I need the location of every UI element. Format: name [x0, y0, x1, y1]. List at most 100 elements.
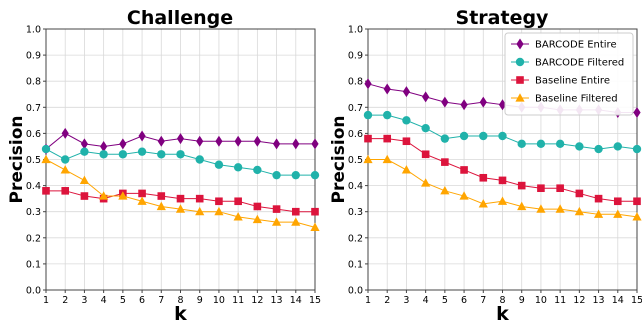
y-tick-label: 1.0: [348, 25, 363, 36]
data-point: [234, 197, 242, 206]
x-tick-label: 10: [535, 295, 547, 306]
legend-box: [504, 32, 634, 116]
y-tick-label: 0.1: [26, 259, 41, 270]
series-barcode-filtered: [363, 110, 642, 154]
x-tick-label: 14: [612, 295, 624, 306]
data-point: [233, 163, 243, 172]
y-tick-label: 1.0: [26, 25, 41, 36]
data-point: [613, 197, 622, 206]
y-tick-label: 0.4: [26, 181, 41, 192]
data-point: [575, 189, 584, 198]
data-point: [41, 154, 51, 164]
data-point: [79, 175, 90, 184]
data-point: [594, 194, 603, 203]
data-point: [176, 194, 185, 203]
data-point: [364, 134, 372, 143]
data-point: [536, 139, 546, 149]
data-point: [613, 209, 623, 218]
data-point: [156, 201, 166, 211]
data-point: [61, 155, 70, 164]
data-point: [272, 205, 281, 213]
data-point: [478, 199, 488, 208]
data-point: [271, 217, 282, 226]
data-point: [176, 150, 185, 159]
data-point: [214, 206, 224, 216]
data-point: [99, 191, 109, 200]
y-tick-label: 0.9: [26, 51, 41, 62]
y-tick-label: 0.8: [26, 77, 41, 88]
data-point: [402, 137, 411, 146]
x-tick-label: 9: [197, 295, 203, 306]
data-point: [272, 138, 281, 150]
data-point: [80, 138, 89, 150]
data-point: [632, 212, 642, 221]
data-point: [517, 139, 526, 149]
legend-entry: Baseline Filtered: [511, 93, 618, 105]
data-point: [176, 133, 185, 145]
x-tick-label: 5: [442, 295, 448, 306]
series-baseline-filtered: [41, 154, 320, 231]
x-tick-label: 8: [177, 295, 183, 306]
data-point: [459, 131, 469, 141]
data-point: [517, 201, 527, 211]
x-tick-label: 10: [213, 295, 225, 306]
data-point: [363, 110, 373, 120]
y-tick-label: 0.4: [348, 181, 363, 192]
data-point: [364, 78, 372, 90]
data-point: [575, 142, 584, 151]
data-point: [214, 160, 224, 169]
data-point: [80, 192, 89, 200]
y-tick-label: 0.9: [348, 51, 363, 62]
x-tick-label: 4: [423, 295, 429, 306]
data-point: [157, 135, 165, 147]
legend: BARCODE Entire BARCODE Filtered Baseline E…: [504, 32, 634, 116]
data-point: [234, 135, 242, 147]
data-point: [118, 191, 128, 200]
data-point: [292, 138, 300, 150]
data-point: [60, 165, 70, 174]
legend-marker: [516, 38, 524, 50]
data-point: [441, 96, 449, 108]
data-point: [41, 144, 51, 154]
data-point: [175, 204, 186, 213]
data-point: [138, 130, 146, 142]
series-baseline-entire: [364, 134, 641, 206]
data-point: [460, 166, 468, 174]
data-point: [157, 192, 166, 200]
x-tick-label: 14: [290, 295, 302, 306]
data-point: [119, 138, 127, 150]
data-point: [459, 191, 469, 200]
data-point: [252, 214, 262, 224]
legend-marker: [515, 93, 525, 102]
x-tick-label: 2: [384, 295, 390, 306]
data-point: [594, 144, 603, 154]
x-tick-label: 2: [62, 295, 68, 306]
data-point: [517, 181, 526, 190]
grid: [45, 28, 316, 291]
y-tick-label: 0.6: [348, 129, 363, 140]
data-point: [498, 99, 507, 111]
y-tick-label: 0.0: [26, 286, 41, 297]
y-axis-label: Precision: [329, 115, 349, 203]
y-tick-label: 0.3: [26, 207, 41, 218]
x-tick-label: 8: [499, 295, 505, 306]
legend-label: BARCODE Filtered: [535, 58, 624, 69]
data-point: [61, 187, 70, 195]
data-point: [421, 178, 431, 187]
legend-label: Baseline Entire: [535, 76, 610, 87]
data-point: [42, 187, 50, 195]
y-tick-label: 0.0: [348, 286, 363, 297]
y-tick-label: 0.1: [348, 259, 363, 270]
y-tick-label: 0.2: [348, 233, 363, 244]
data-point: [383, 110, 392, 120]
data-point: [537, 184, 545, 193]
x-tick-label: 11: [232, 295, 244, 306]
data-point: [195, 194, 204, 203]
data-point: [137, 147, 147, 156]
data-point: [291, 217, 301, 226]
data-point: [402, 86, 411, 98]
data-point: [479, 173, 488, 182]
y-tick-label: 0.7: [26, 103, 41, 114]
data-point: [137, 196, 147, 205]
legend-marker: [515, 57, 525, 67]
